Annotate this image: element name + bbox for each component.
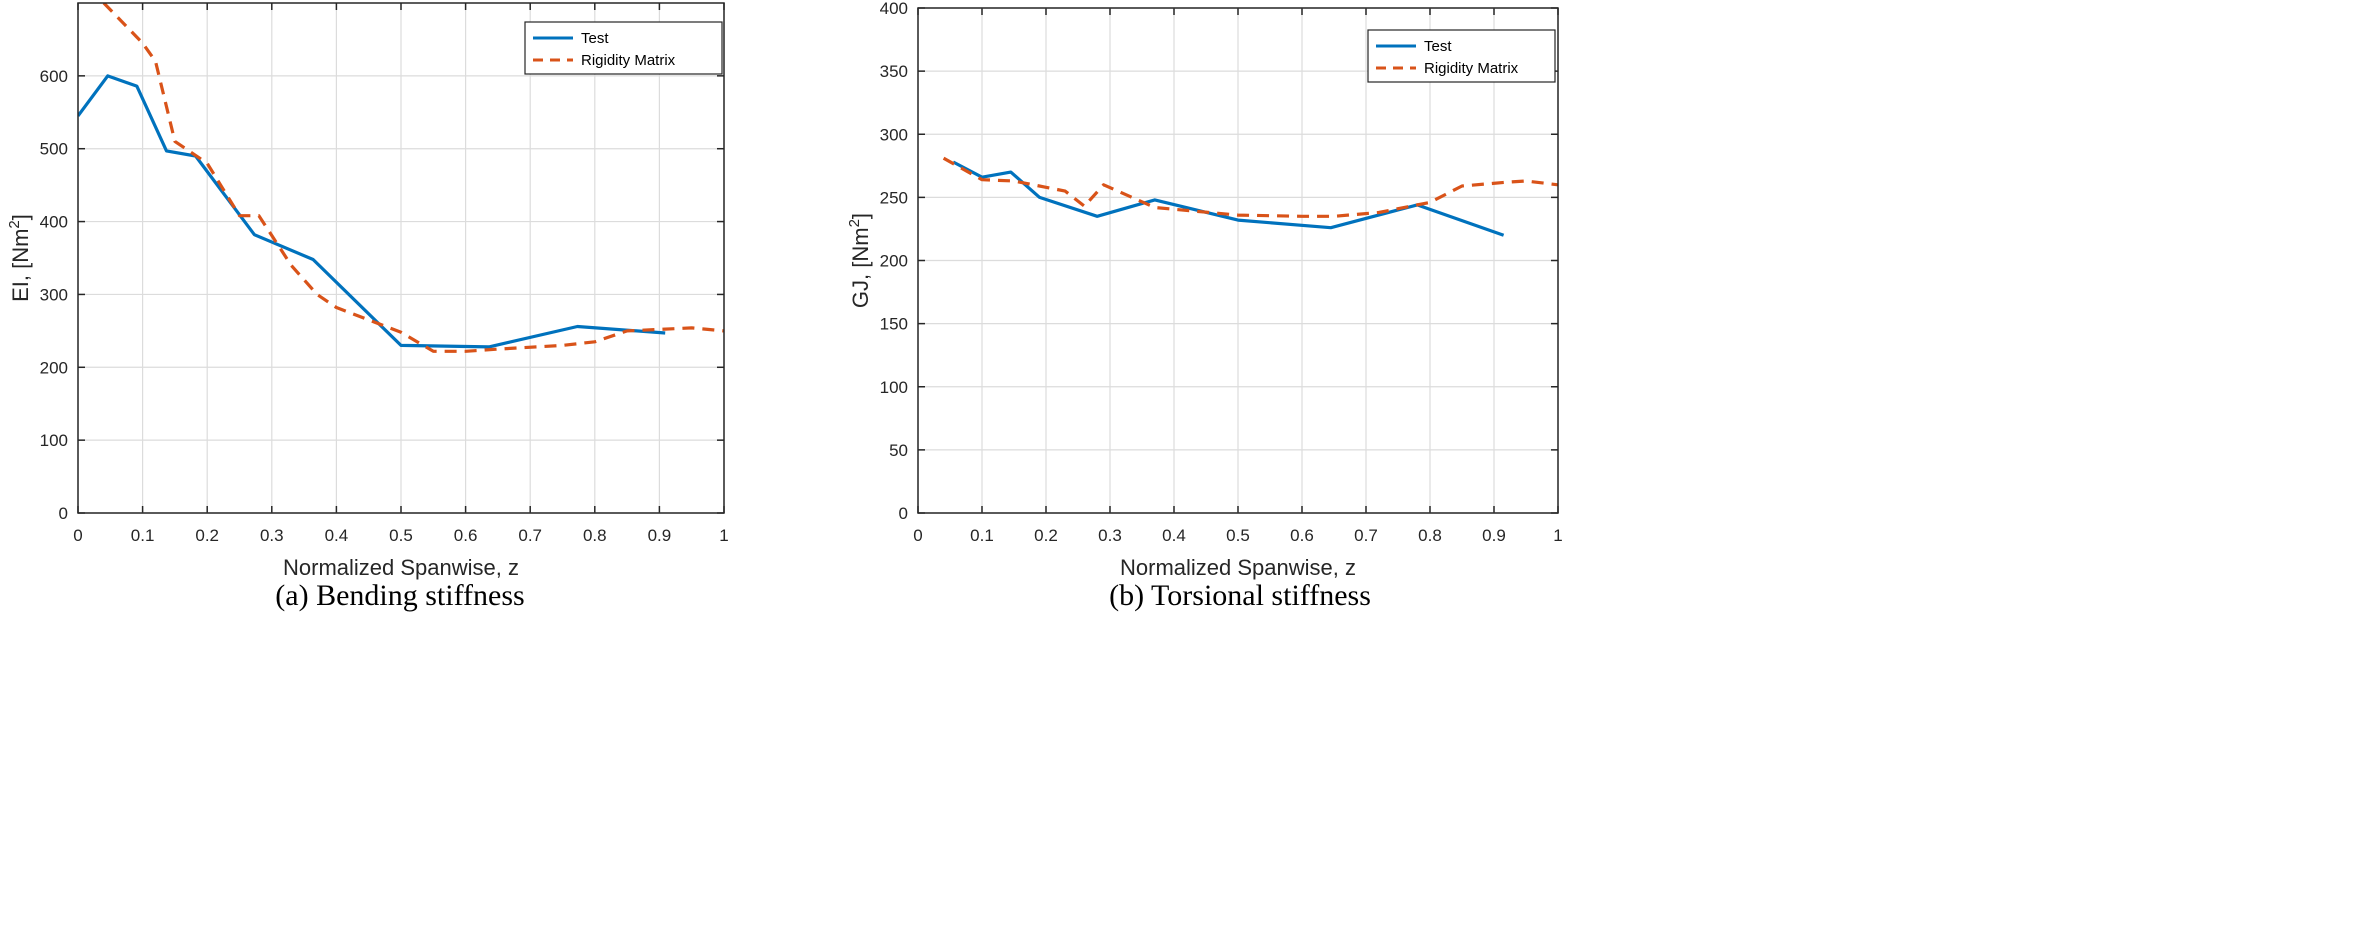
x-tick-label: 0.7 (518, 526, 542, 545)
x-tick-label: 0.2 (1034, 526, 1058, 545)
series-line-test (78, 74, 666, 349)
y-tick-label: 400 (880, 0, 908, 18)
y-axis-label: EI, [Nm2] (6, 214, 33, 302)
x-tick-label: 0.1 (970, 526, 994, 545)
legend-label: Rigidity Matrix (581, 52, 676, 69)
x-tick-label: 0.8 (1418, 526, 1442, 545)
y-tick-label: 350 (880, 62, 908, 81)
series-line-test (952, 160, 1505, 237)
chart-panel-1: 0 0.1 0.2 0.3 0.4 0.5 0.6 0.7 0.8 0.9 1 0 100 200 300 4… (6, 2, 729, 612)
y-axis-label-close: ] (8, 214, 33, 220)
axes-box (917, 7, 1559, 514)
y-axis-label-close: ] (848, 213, 873, 219)
legend-label: Rigidity Matrix (1424, 60, 1519, 77)
legend-label: Test (581, 30, 609, 47)
x-tick-label: 0.4 (1162, 526, 1186, 545)
legend: Test Rigidity Matrix (524, 21, 723, 75)
legend-box (524, 21, 723, 75)
y-tick-label: 200 (40, 358, 68, 377)
y-tick-label: 50 (889, 441, 908, 460)
figure-caption: (a) Bending stiffness (275, 579, 524, 612)
y-axis-label-text: GJ, [Nm (848, 227, 873, 308)
x-tick-label: 1 (719, 526, 728, 545)
y-tick-label: 500 (40, 140, 68, 159)
x-tick-label: 0.9 (648, 526, 672, 545)
y-tick-label: 100 (880, 378, 908, 397)
y-axis-label-superscript: 2 (6, 220, 23, 228)
chart-panel-2: 0 0.1 0.2 0.3 0.4 0.5 0.6 0.7 0.8 0.9 1 0 50 100 150 20… (846, 0, 1563, 612)
y-tick-label: 200 (880, 252, 908, 271)
x-tick-label: 0.5 (389, 526, 413, 545)
series-line-rigidity-matrix (102, 3, 724, 353)
legend-label: Test (1424, 38, 1452, 55)
series-line-rigidity-matrix (942, 156, 1558, 218)
y-axis-label-text: EI, [Nm (8, 229, 33, 302)
y-tick-label: 250 (880, 188, 908, 207)
y-tick-label: 600 (40, 67, 68, 86)
legend-box (1367, 29, 1556, 83)
figure-caption: (b) Torsional stiffness (1109, 579, 1371, 612)
y-tick-label: 0 (899, 504, 908, 523)
y-tick-label: 300 (880, 125, 908, 144)
axes-box (77, 2, 725, 514)
y-axis-label-superscript: 2 (846, 219, 863, 227)
y-tick-label: 150 (880, 315, 908, 334)
x-tick-label: 0.7 (1354, 526, 1378, 545)
y-tick-label: 100 (40, 431, 68, 450)
x-axis-label: Normalized Spanwise, z (283, 555, 519, 580)
x-tick-label: 0 (73, 526, 82, 545)
x-tick-label: 0.5 (1226, 526, 1250, 545)
x-tick-label: 0 (913, 526, 922, 545)
x-tick-label: 0.2 (195, 526, 219, 545)
y-tick-label: 300 (40, 285, 68, 304)
x-tick-label: 0.1 (131, 526, 155, 545)
x-tick-label: 0.9 (1482, 526, 1506, 545)
x-axis-label: Normalized Spanwise, z (1120, 555, 1356, 580)
y-tick-label: 0 (59, 504, 68, 523)
x-tick-label: 0.3 (1098, 526, 1122, 545)
x-tick-label: 1 (1553, 526, 1562, 545)
y-axis-label: GJ, [Nm2] (846, 213, 873, 308)
x-tick-label: 0.6 (454, 526, 478, 545)
y-tick-label: 400 (40, 213, 68, 232)
legend: Test Rigidity Matrix (1367, 29, 1556, 83)
x-tick-label: 0.8 (583, 526, 607, 545)
x-tick-label: 0.4 (325, 526, 349, 545)
x-tick-label: 0.3 (260, 526, 284, 545)
x-tick-label: 0.6 (1290, 526, 1314, 545)
